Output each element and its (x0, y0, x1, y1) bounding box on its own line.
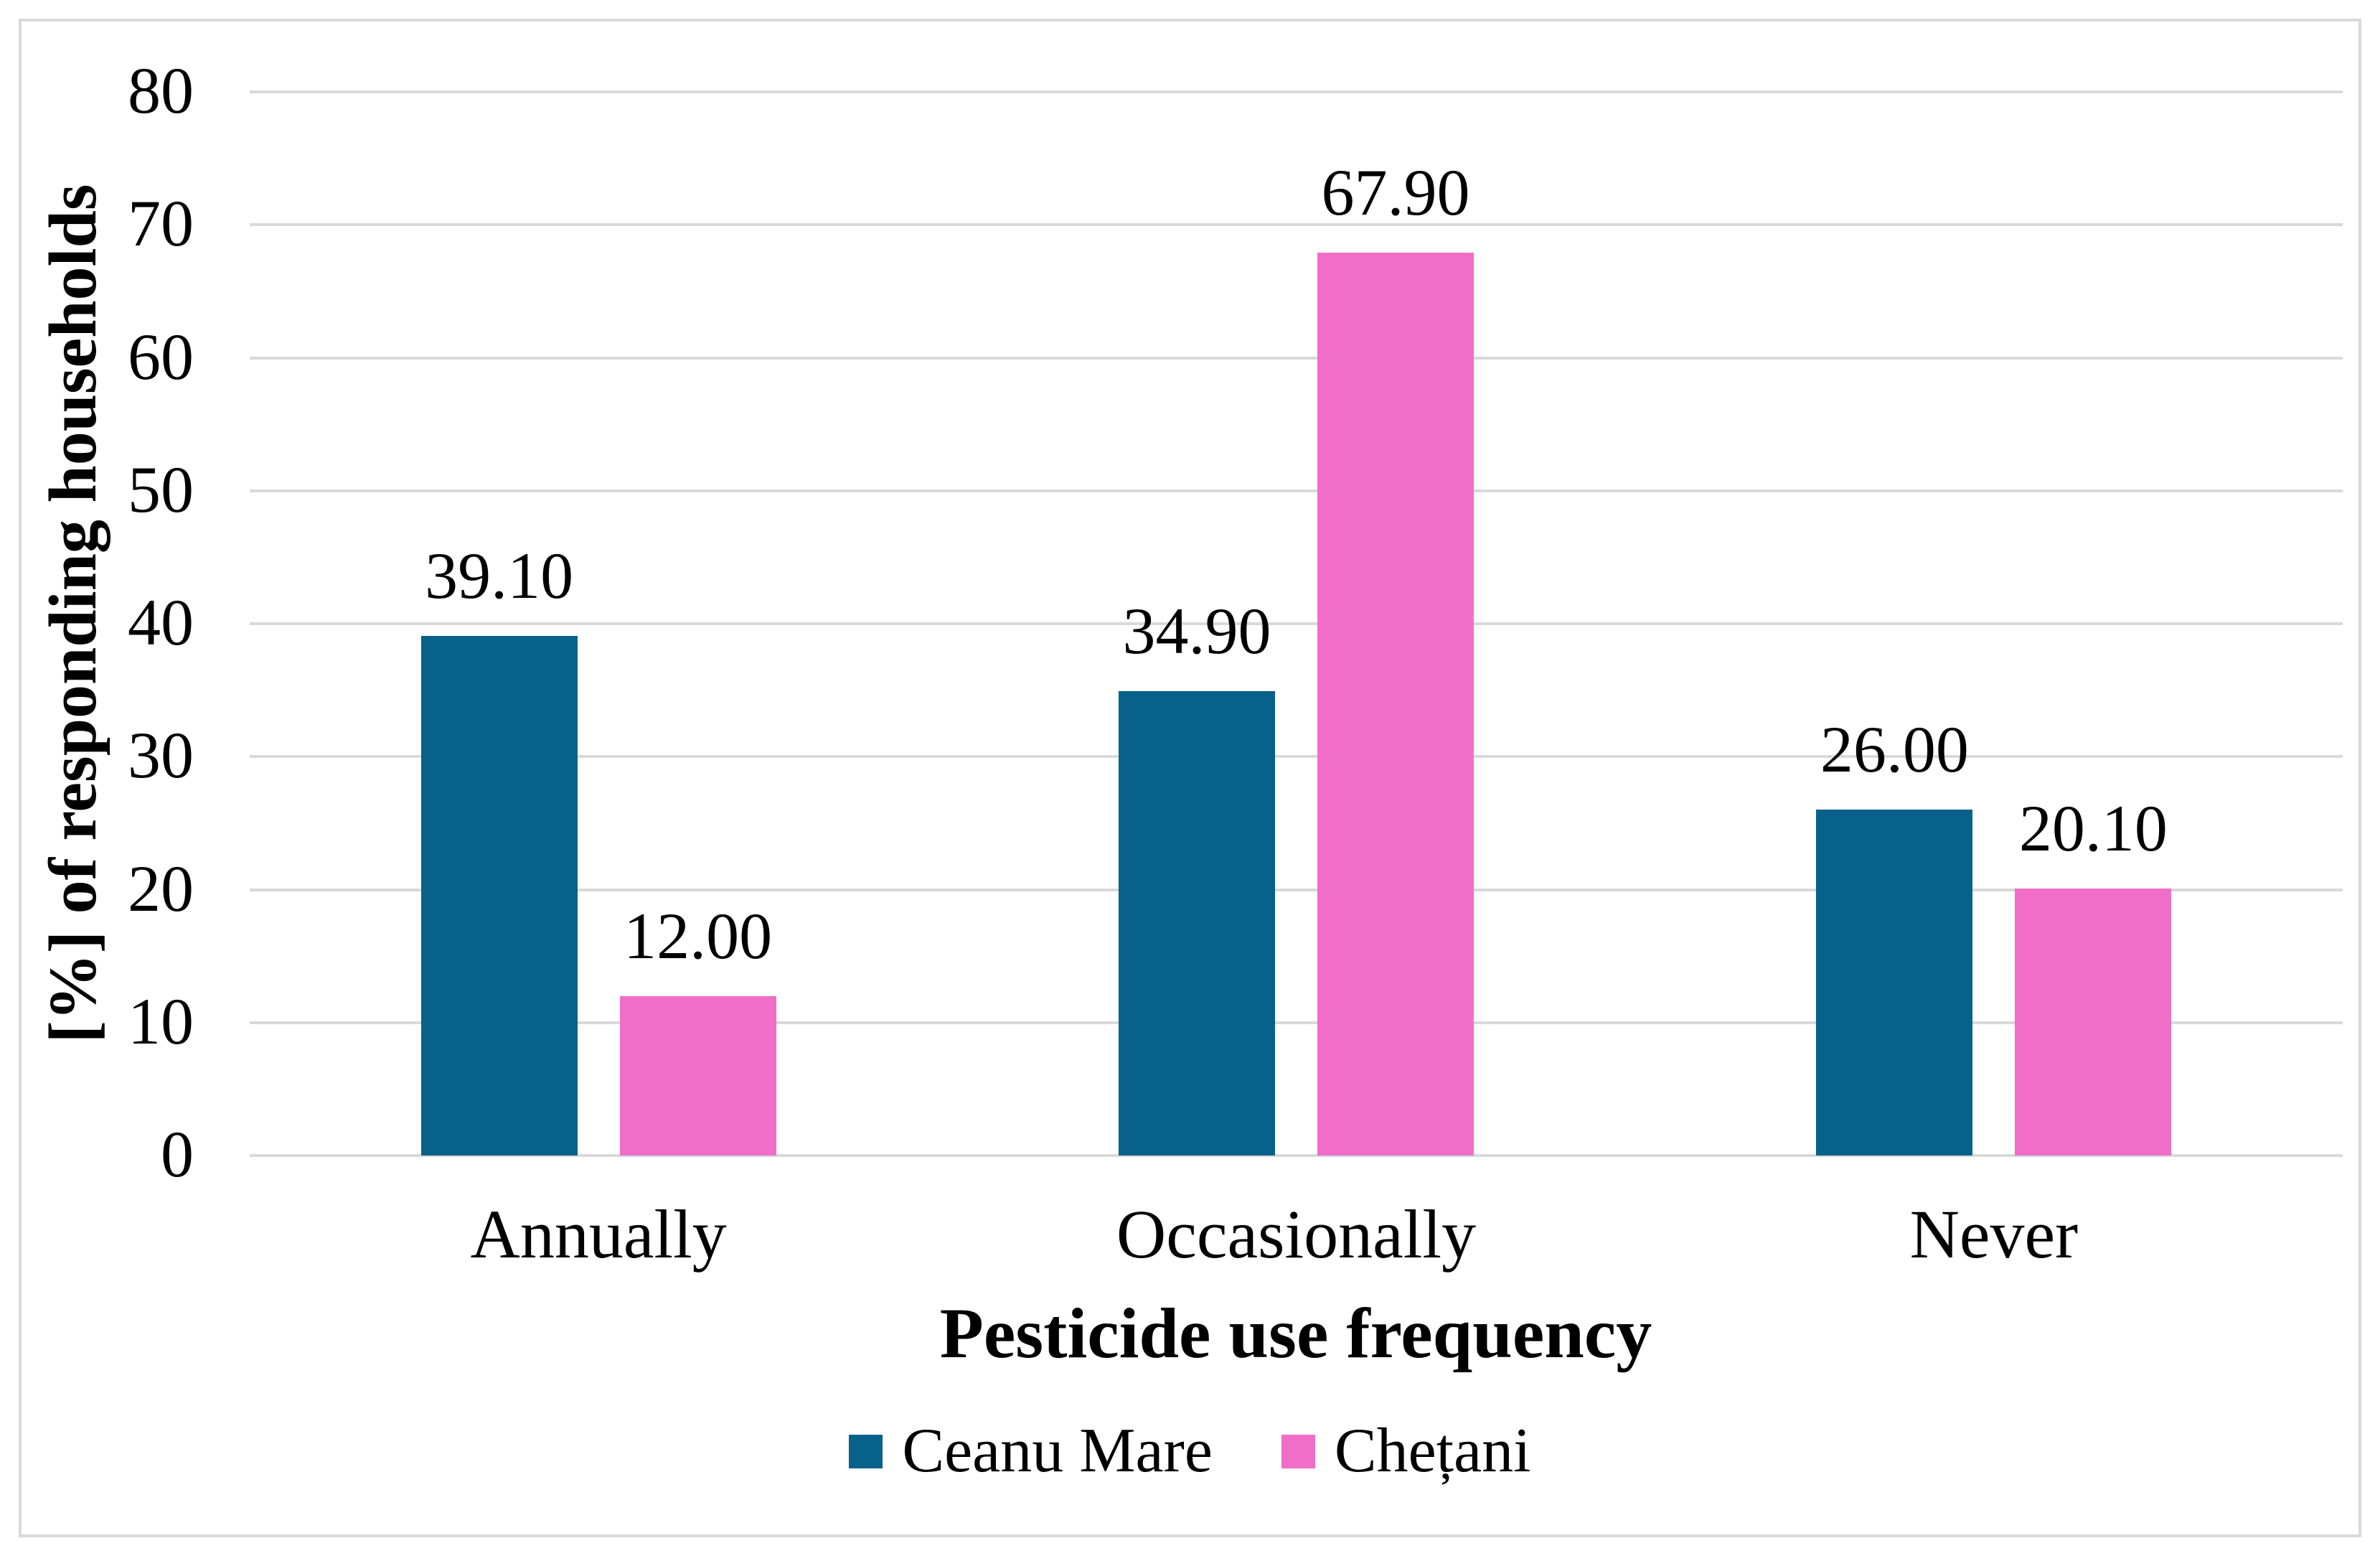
bar (619, 995, 776, 1156)
y-tick-label: 20 (128, 851, 194, 925)
category-label: Annually (470, 1196, 727, 1273)
x-axis-category-labels: Annually Occasionally Never (250, 1156, 2343, 1278)
legend: Ceanu Mare Chețani (0, 1408, 2380, 1494)
gridline (250, 755, 2343, 759)
bar-value-label: 39.10 (425, 538, 574, 612)
gridline (250, 489, 2343, 492)
gridline (250, 888, 2343, 891)
bar-value-label: 12.00 (624, 899, 773, 973)
y-tick-label: 0 (161, 1117, 194, 1191)
gridline (250, 622, 2343, 625)
y-tick-label: 50 (128, 452, 194, 526)
legend-swatch (1281, 1434, 1315, 1468)
bar-value-label: 67.90 (1321, 156, 1470, 230)
legend-label: Chețani (1334, 1416, 1531, 1486)
y-tick-label: 30 (128, 718, 194, 792)
plot-area: 39.10 12.00 34.90 67.90 26.00 20.10 (250, 90, 2343, 1157)
x-axis-title: Pesticide use frequency (939, 1293, 1652, 1373)
category-label: Occasionally (1116, 1196, 1477, 1273)
bar (1317, 253, 1474, 1156)
gridline (250, 223, 2343, 227)
y-tick-label: 80 (128, 54, 194, 128)
legend-label: Ceanu Mare (902, 1416, 1213, 1486)
bar-value-label: 34.90 (1122, 594, 1271, 668)
bar (420, 635, 578, 1156)
gridline (250, 1021, 2343, 1024)
bar-value-label: 26.00 (1820, 713, 1969, 787)
legend-swatch (849, 1434, 883, 1468)
y-axis-tick-labels: 80 70 60 50 40 30 20 10 0 (79, 57, 194, 1187)
gridline (250, 356, 2343, 360)
legend-item: Chețani (1281, 1420, 1531, 1483)
y-tick-label: 10 (128, 984, 194, 1058)
y-tick-label: 60 (128, 319, 194, 393)
bar (1119, 691, 1275, 1156)
category-label: Never (1909, 1196, 2079, 1273)
y-tick-label: 40 (128, 586, 194, 660)
gridline (250, 1154, 2343, 1157)
bar (1816, 810, 1973, 1156)
gridline (250, 90, 2343, 93)
legend-item: Ceanu Mare (849, 1416, 1213, 1486)
y-tick-label: 70 (128, 187, 194, 261)
chart-outer-border (19, 19, 2361, 1537)
bar-value-label: 20.10 (2018, 791, 2168, 865)
bar (2015, 888, 2172, 1156)
